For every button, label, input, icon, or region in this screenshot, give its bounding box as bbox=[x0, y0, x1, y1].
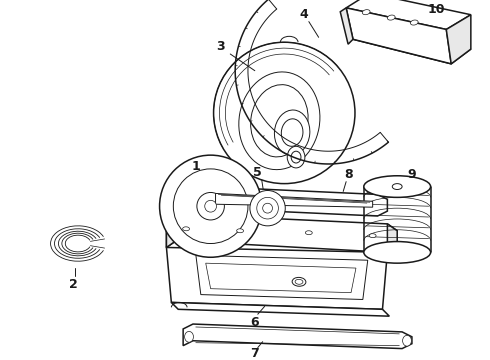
Circle shape bbox=[197, 193, 224, 220]
Polygon shape bbox=[196, 186, 388, 216]
Polygon shape bbox=[172, 302, 390, 316]
Ellipse shape bbox=[183, 227, 190, 231]
Ellipse shape bbox=[364, 242, 431, 263]
Circle shape bbox=[173, 169, 248, 243]
Polygon shape bbox=[216, 193, 373, 207]
Circle shape bbox=[205, 200, 217, 212]
Circle shape bbox=[214, 42, 355, 184]
Ellipse shape bbox=[387, 15, 395, 20]
Polygon shape bbox=[353, 24, 471, 64]
Text: 8: 8 bbox=[344, 168, 352, 181]
Text: 9: 9 bbox=[408, 168, 416, 181]
Polygon shape bbox=[196, 255, 368, 300]
Text: 2: 2 bbox=[69, 278, 77, 291]
Ellipse shape bbox=[392, 184, 402, 189]
Ellipse shape bbox=[410, 20, 418, 25]
Ellipse shape bbox=[305, 231, 312, 235]
Ellipse shape bbox=[295, 279, 303, 284]
Ellipse shape bbox=[239, 72, 320, 170]
Text: 6: 6 bbox=[250, 316, 259, 329]
Ellipse shape bbox=[292, 278, 306, 286]
Ellipse shape bbox=[274, 110, 310, 155]
Circle shape bbox=[160, 155, 262, 257]
Ellipse shape bbox=[250, 85, 308, 157]
Polygon shape bbox=[340, 8, 353, 44]
Text: 1: 1 bbox=[192, 161, 200, 174]
Text: 4: 4 bbox=[299, 8, 308, 21]
Ellipse shape bbox=[291, 151, 301, 163]
Ellipse shape bbox=[185, 332, 194, 342]
Polygon shape bbox=[346, 8, 451, 64]
Ellipse shape bbox=[281, 119, 303, 146]
Ellipse shape bbox=[237, 229, 244, 233]
Text: 5: 5 bbox=[253, 166, 262, 179]
Text: 7: 7 bbox=[250, 347, 259, 360]
Circle shape bbox=[257, 197, 278, 219]
Polygon shape bbox=[206, 263, 356, 293]
Polygon shape bbox=[388, 224, 397, 252]
Circle shape bbox=[250, 190, 285, 226]
Ellipse shape bbox=[364, 176, 431, 197]
Text: 10: 10 bbox=[428, 3, 445, 16]
Ellipse shape bbox=[362, 10, 370, 15]
Polygon shape bbox=[446, 15, 471, 64]
Ellipse shape bbox=[369, 234, 376, 238]
Ellipse shape bbox=[403, 335, 412, 346]
Polygon shape bbox=[346, 0, 471, 30]
Polygon shape bbox=[167, 214, 176, 247]
Text: 3: 3 bbox=[216, 40, 225, 53]
Ellipse shape bbox=[287, 146, 305, 168]
Circle shape bbox=[263, 203, 272, 213]
Polygon shape bbox=[183, 324, 412, 348]
Polygon shape bbox=[167, 247, 388, 309]
Polygon shape bbox=[167, 214, 397, 252]
